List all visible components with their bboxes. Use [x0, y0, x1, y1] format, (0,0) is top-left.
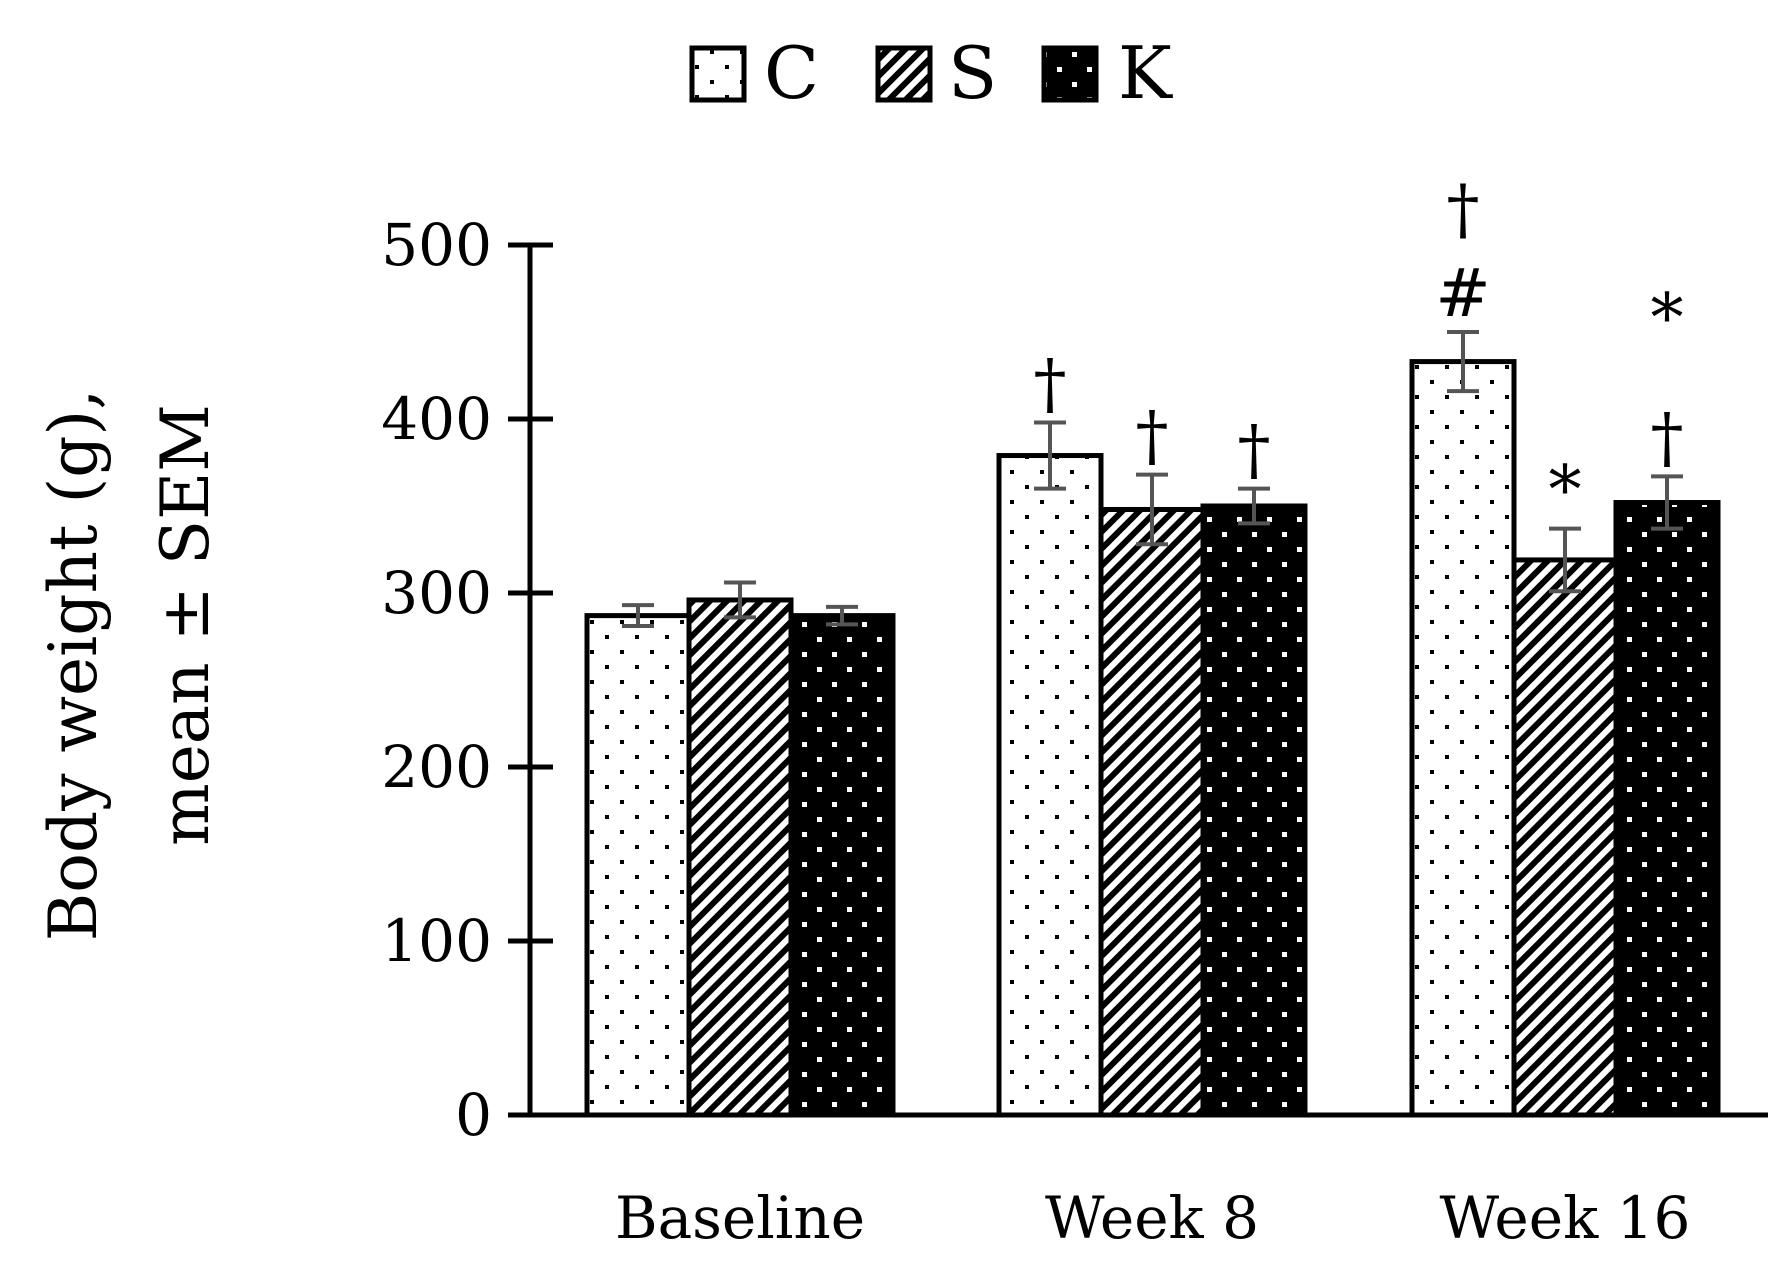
- significance-marker: †: [1034, 345, 1067, 422]
- error-bars: [622, 330, 1683, 629]
- legend-swatch-s: [875, 45, 933, 103]
- bar-k-week-8: [1200, 503, 1308, 1118]
- x-category-labels: Baseline Week 8 Week 16: [615, 1184, 1691, 1252]
- bar-s-baseline: [686, 597, 794, 1118]
- x-category-label: Week 16: [1440, 1184, 1691, 1252]
- error-bar: [1447, 330, 1479, 394]
- error-bar: [1238, 486, 1270, 526]
- error-bar: [826, 604, 858, 627]
- legend-label-c: C: [764, 31, 819, 115]
- bar-s-week-16: [1511, 557, 1619, 1118]
- legend-swatch-k: [1041, 45, 1099, 103]
- y-tick-label: 100: [381, 907, 492, 975]
- y-axis-title-line-2: mean ± SEM: [147, 404, 224, 846]
- significance-marker: †: [1651, 399, 1684, 476]
- y-tick-label: 500: [381, 211, 492, 279]
- significance-marker: †: [1447, 171, 1480, 248]
- significance-marker: #: [1435, 255, 1490, 332]
- error-bar: [1549, 526, 1581, 594]
- y-tick-label: 300: [381, 559, 492, 627]
- significance-marker: *: [1549, 452, 1582, 529]
- legend-item-s: S: [875, 31, 997, 115]
- bars: [584, 359, 1721, 1118]
- error-bar: [1136, 472, 1168, 547]
- legend-item-c: C: [689, 31, 819, 115]
- y-axis-title-line-1: Body weight (g),: [35, 389, 112, 941]
- bar-s-week-8: [1098, 506, 1206, 1118]
- error-bar: [1034, 420, 1066, 491]
- error-bar: [1651, 474, 1683, 531]
- error-bar: [622, 603, 654, 629]
- y-tick-label: 0: [455, 1081, 492, 1149]
- bar-k-baseline: [788, 613, 896, 1118]
- legend: C S K: [689, 31, 1173, 115]
- bar-k-week-16: [1613, 500, 1721, 1118]
- bar-c-week-8: [996, 453, 1104, 1118]
- x-category-label: Baseline: [615, 1184, 865, 1252]
- y-ticks: 0 100 200 300 400 500: [381, 211, 553, 1149]
- error-bar: [724, 580, 756, 620]
- legend-label-s: S: [948, 31, 997, 115]
- legend-swatch-c: [689, 45, 747, 103]
- significance-marker: †: [1136, 398, 1169, 475]
- bar-c-baseline: [584, 613, 692, 1118]
- legend-item-k: K: [1041, 31, 1173, 115]
- y-tick-label: 400: [381, 385, 492, 453]
- significance-marker: †: [1238, 412, 1271, 489]
- significance-markers: †#††*† †*: [1034, 171, 1684, 529]
- bar-c-week-16: [1409, 359, 1517, 1118]
- y-axis-title: Body weight (g), mean ± SEM: [35, 389, 224, 941]
- x-category-label: Week 8: [1045, 1184, 1259, 1252]
- legend-label-k: K: [1118, 31, 1173, 115]
- y-tick-label: 200: [381, 733, 492, 801]
- significance-marker: *: [1651, 279, 1684, 356]
